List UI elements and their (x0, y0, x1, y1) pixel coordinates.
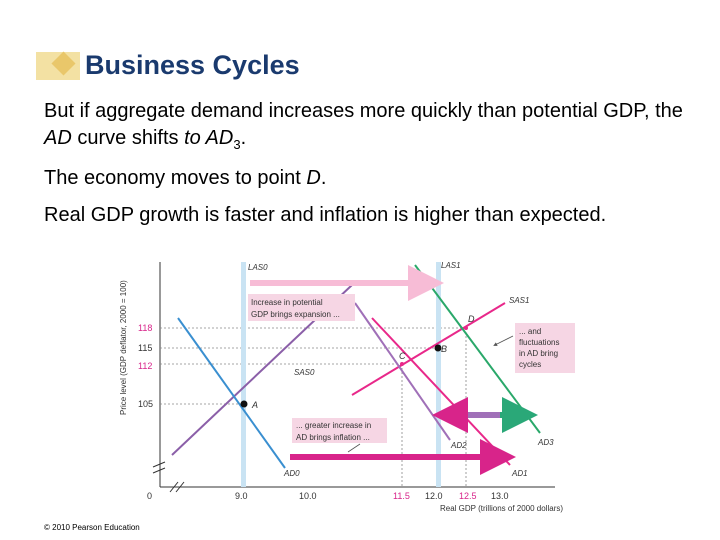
x-tick-11-5: 11.5 (393, 491, 410, 501)
ad1-label: AD1 (511, 469, 528, 478)
ad0-curve (177, 317, 286, 469)
x-tick-0: 0 (147, 491, 152, 501)
expansion-note-line2: GDP brings expansion ... (251, 310, 340, 319)
sas1-curve (351, 302, 506, 396)
x-tick-12: 12.0 (425, 491, 443, 501)
p2-end: . (320, 167, 327, 189)
las1-label: LAS1 (441, 261, 461, 270)
paragraph-3: Real GDP growth is faster and inflation … (44, 204, 607, 226)
sas1-label: SAS1 (509, 296, 529, 305)
paragraph-1: But if aggregate demand increases more q… (44, 98, 684, 158)
point-c (400, 362, 404, 366)
cycles-note-line2: fluctuations (519, 338, 559, 347)
cycles-note-line3: in AD bring (519, 349, 558, 358)
y-tick-115: 115 (138, 343, 152, 353)
cycles-pointer (493, 335, 514, 346)
inflation-pointer (347, 443, 361, 453)
p1-to-ad: to AD (184, 127, 234, 149)
las1-curve (436, 262, 441, 487)
point-b-label: B (441, 344, 447, 354)
paragraph-2: The economy moves to point D. (44, 165, 326, 192)
x-axis-break (169, 481, 185, 493)
x-tick-13: 13.0 (491, 491, 509, 501)
p2-d: D (306, 167, 321, 189)
y-tick-118: 118 (138, 323, 152, 333)
point-d (464, 326, 468, 330)
cycles-note-line4: cycles (519, 360, 541, 369)
cycles-note-box (515, 323, 575, 373)
inflation-note-line1: ... greater increase in (296, 421, 371, 430)
y-tick-112: 112 (138, 361, 152, 371)
point-c-label: C (399, 351, 406, 361)
guide-lines (160, 327, 467, 487)
point-a (240, 400, 248, 408)
ad3-label: AD3 (537, 438, 554, 447)
y-tick-105: 105 (138, 399, 153, 409)
expansion-note-line1: Increase in potential (251, 298, 323, 307)
y-axis-break (152, 461, 166, 474)
inflation-note-box (292, 418, 387, 443)
x-tick-10: 10.0 (299, 491, 317, 501)
slide-title: Business Cycles (85, 50, 300, 80)
x-tick-12-5: 12.5 (459, 491, 477, 501)
p1-text-a: But if aggregate demand increases more q… (44, 100, 683, 122)
p2-text-a: The economy moves to point (44, 167, 307, 189)
point-d-label: D (468, 314, 475, 324)
sas0-label: SAS0 (294, 368, 315, 377)
inflation-note-line2: AD brings inflation ... (296, 433, 370, 442)
p1-sub: 3 (233, 137, 241, 152)
p1-ad: AD (44, 127, 72, 149)
expansion-note-box (248, 294, 355, 321)
ad2-label: AD2 (450, 441, 467, 450)
cycles-note-line1: ... and (519, 327, 541, 336)
p1-text-b: curve shifts (71, 127, 185, 149)
las0-label: LAS0 (248, 263, 268, 272)
x-tick-9: 9.0 (235, 491, 248, 501)
x-axis-label: Real GDP (trillions of 2000 dollars) (440, 504, 563, 513)
point-a-label: A (251, 400, 258, 410)
point-b (434, 344, 442, 352)
las0-curve (241, 262, 246, 487)
copyright: © 2010 Pearson Education (44, 523, 140, 532)
ad0-label: AD0 (283, 469, 300, 478)
p1-end: . (240, 127, 247, 149)
y-axis-label: Price level (GDP deflator, 2000 = 100) (119, 280, 128, 415)
